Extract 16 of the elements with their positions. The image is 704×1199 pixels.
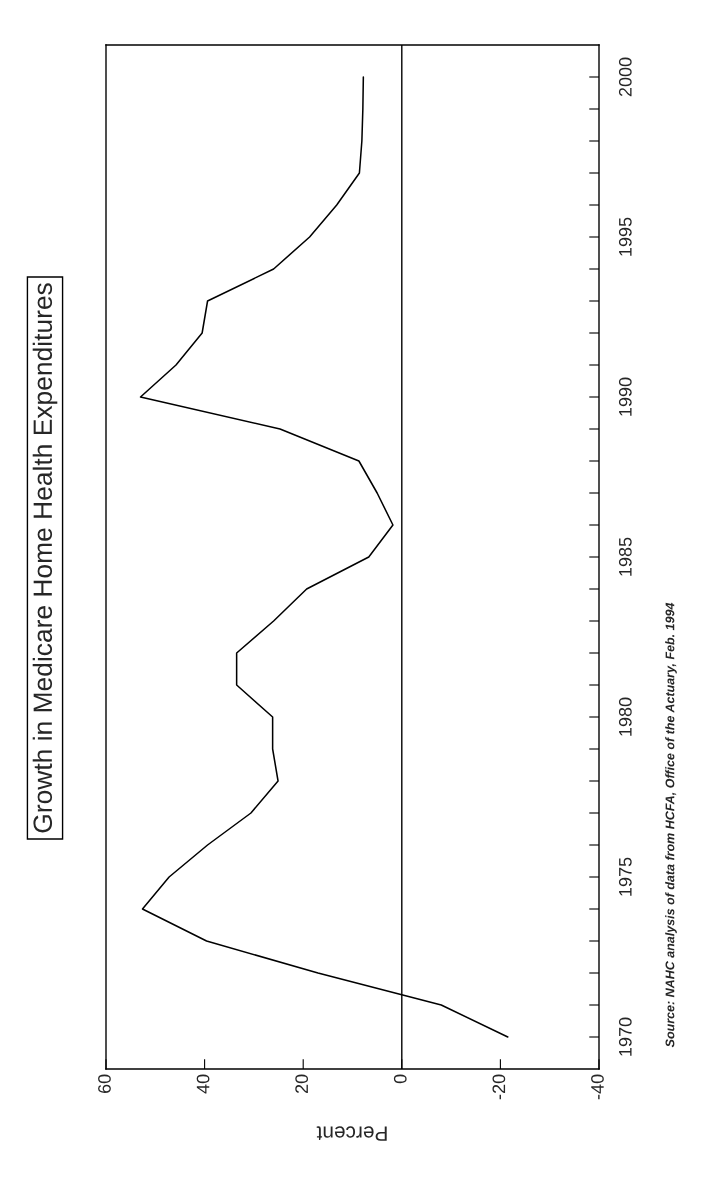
y-tick-label: 1975 [618,857,632,896]
y-tick-label: 1990 [618,377,632,416]
source-note: Source: NAHC analysis of data from HCFA, Office of the Actuary, Feb. 1994 [665,602,677,1048]
text: Growth in Medicare Home Health Expenditures [32,283,58,833]
x-tick-label: -40 [591,1074,604,1100]
x-tick-label: 0 [393,1074,407,1084]
y-tick-label: 1980 [618,697,632,736]
x-axis-title: Percent [316,1126,387,1141]
x-tick-label: 20 [295,1074,309,1094]
y-tick-label: 1970 [618,1017,632,1056]
y-tick-label: 1985 [618,537,632,576]
y-tick-label: 1995 [618,217,632,256]
x-tick-label: 60 [98,1074,111,1094]
x-tick-label: -20 [492,1074,506,1100]
x-tick-label: 40 [196,1074,210,1094]
y-tick-label: 2000 [618,57,632,97]
